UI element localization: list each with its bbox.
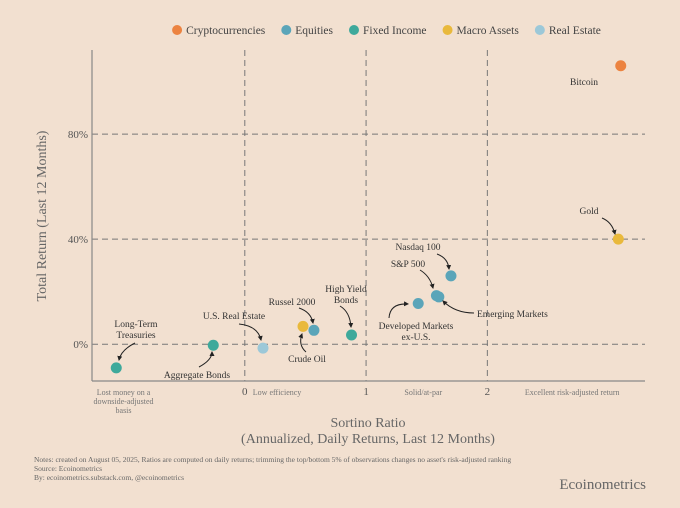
x-zone-label: Solid/at-par [404, 388, 442, 397]
x-zone-label: Low efficiency [253, 388, 301, 397]
y-tick-label: 0% [73, 339, 88, 351]
legend: Cryptocurrencies Equities Fixed Income Macr… [172, 25, 601, 37]
data-point [308, 324, 320, 336]
point-label: Gold [580, 207, 599, 217]
brand-logo: Ecoinometrics [559, 477, 646, 493]
label-arrow [298, 307, 315, 324]
legend-marker [281, 25, 292, 35]
data-point [615, 60, 627, 72]
point-label: Developed Markets [379, 322, 454, 332]
x-zone-label: Excellent risk-adjusted return [525, 388, 620, 397]
data-point [612, 233, 624, 245]
source-line: Source: Ecoinometrics [34, 464, 102, 473]
point-label: ex-U.S. [401, 333, 430, 343]
label-arrow [419, 269, 435, 289]
points: Bitcoin Gold Nasdaq 100 S&P 500 Emerging Mar… [110, 60, 627, 381]
point-label: Aggregate Bonds [164, 371, 231, 381]
point-label: Long-Term [114, 320, 158, 330]
label-arrow [601, 217, 617, 235]
grid [92, 50, 645, 381]
data-point [433, 291, 445, 303]
notes-line: Notes: created on August 05, 2025, Ratio… [34, 455, 511, 464]
label-arrow [442, 300, 475, 314]
label-arrow [117, 342, 136, 361]
x-zone-label: basis [116, 406, 132, 415]
data-point [346, 329, 358, 341]
y-tick-label: 40% [68, 234, 88, 246]
x-zone-label: Lost money on a [97, 388, 151, 397]
label-arrow [238, 323, 263, 341]
x-zone-label: downside-adjusted [94, 397, 154, 406]
legend-label: Fixed Income [363, 25, 427, 37]
legend-label: Equities [295, 25, 333, 37]
point-label: Treasuries [116, 331, 156, 341]
legend-marker [172, 25, 183, 35]
point-label: U.S. Real Estate [203, 312, 265, 322]
y-axis-title: Total Return (Last 12 Months) [35, 130, 50, 301]
y-tick-label: 80% [68, 129, 88, 141]
data-point [207, 339, 219, 351]
legend-marker [348, 25, 359, 35]
label-arrow [339, 305, 354, 328]
x-tick-label: 1 [363, 386, 369, 398]
axes: 0 1 2 0% 40% 80% Lost money on adownside-adjus… [68, 50, 645, 415]
point-label: Russel 2000 [269, 298, 316, 308]
point-label: Bonds [334, 296, 359, 306]
legend-label: Real Estate [549, 25, 601, 37]
x-tick-label: 0 [242, 386, 248, 398]
data-point [257, 342, 269, 354]
data-point [110, 362, 122, 374]
label-arrow [388, 301, 409, 319]
point-label: High Yield [325, 285, 367, 295]
point-label: S&P 500 [391, 260, 425, 270]
data-point [445, 270, 457, 282]
point-label: Crude Oil [288, 355, 326, 365]
point-label: Nasdaq 100 [395, 243, 440, 253]
x-axis-title-line2: (Annualized, Daily Returns, Last 12 Mont… [241, 432, 495, 447]
point-label: Bitcoin [570, 78, 598, 88]
legend-marker [442, 25, 453, 35]
x-tick-label: 2 [485, 386, 491, 398]
data-point [412, 298, 424, 310]
byline: By: ecoinometrics.substack.com, @ecoinom… [34, 473, 184, 482]
label-arrow [198, 351, 215, 368]
legend-marker [534, 25, 545, 35]
label-arrow [298, 333, 307, 353]
legend-label: Macro Assets [457, 25, 520, 37]
legend-label: Cryptocurrencies [186, 25, 266, 37]
data-point [297, 320, 309, 332]
label-arrow [436, 253, 452, 270]
point-label: Emerging Markets [477, 310, 548, 320]
x-axis-title-line1: Sortino Ratio [330, 416, 405, 431]
